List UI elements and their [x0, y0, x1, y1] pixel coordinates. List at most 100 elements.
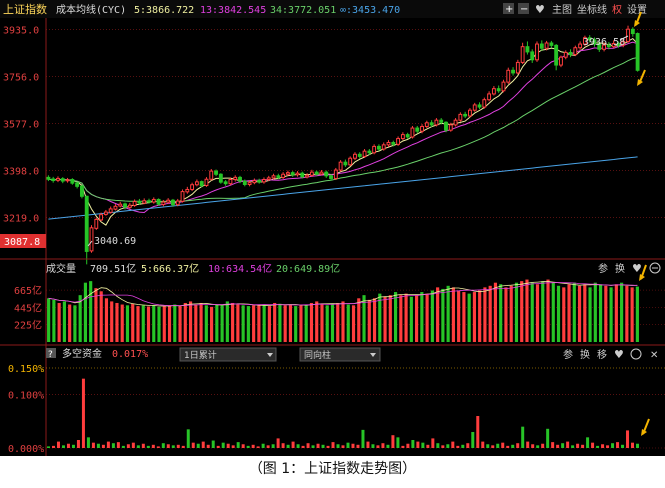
volume-bar	[478, 290, 482, 342]
candle-body	[573, 47, 578, 56]
volume-bar	[294, 306, 298, 342]
volume-bar	[346, 304, 350, 342]
fund-bar	[451, 441, 455, 448]
fund-bar	[76, 440, 80, 448]
volume-bar	[472, 292, 476, 342]
coord-line-button[interactable]: 坐标线	[577, 3, 607, 16]
fund-bar	[546, 428, 550, 448]
volume-ma20: 20:649.89亿	[276, 262, 340, 275]
zoom-in-button[interactable]	[503, 3, 514, 14]
fund-move-button[interactable]: 移	[597, 348, 607, 361]
fund-bar	[431, 438, 435, 448]
candle-body	[94, 218, 99, 229]
fund-bar	[326, 445, 330, 448]
candle-body	[65, 179, 70, 182]
candle-body	[175, 200, 180, 206]
volume-bar	[267, 306, 271, 342]
fund-bar	[606, 445, 610, 448]
bar-mode-select[interactable]	[299, 347, 381, 362]
candle-body	[108, 208, 113, 213]
zoom-icon[interactable]	[630, 348, 642, 360]
candle-body	[132, 201, 137, 206]
candle-body	[305, 174, 310, 178]
volume-bar	[89, 281, 93, 342]
fund-bar	[476, 416, 480, 448]
volume-bar	[430, 290, 434, 342]
fund-bar	[366, 441, 370, 448]
volume-bar	[83, 282, 88, 342]
fund-bar	[176, 444, 180, 448]
candle-body	[348, 157, 353, 166]
candle-body	[276, 175, 281, 178]
fund-bar	[556, 444, 560, 448]
candle-body	[353, 153, 357, 159]
volume-bar	[246, 306, 250, 342]
fund-bar	[616, 442, 620, 448]
close-icon[interactable]: ✕	[650, 350, 658, 361]
candle-body	[559, 56, 563, 66]
fund-bar	[571, 445, 575, 448]
volume-bar	[546, 279, 550, 342]
fund-bar	[601, 444, 605, 448]
fund-param-button[interactable]: 参	[563, 348, 573, 361]
fund-bar	[331, 442, 335, 448]
volume-bar	[188, 301, 193, 342]
candle-body	[501, 81, 506, 92]
fund-bar	[171, 445, 175, 448]
fund-bar	[116, 442, 120, 448]
candle-body	[223, 181, 228, 185]
heart-icon[interactable]: ♥	[632, 262, 642, 275]
volume-bar	[288, 304, 293, 342]
fund-bar	[126, 444, 130, 448]
fund-bar	[241, 444, 245, 448]
arrow-icon	[637, 69, 646, 86]
volume-axis: 665亿 445亿 225亿	[14, 284, 665, 331]
volume-bar	[399, 295, 403, 342]
fund-bar	[491, 445, 495, 448]
volume-bar	[94, 288, 98, 342]
fund-switch-button[interactable]: 换	[580, 348, 590, 361]
fund-bar	[306, 443, 310, 448]
volume-param-button[interactable]: 参	[598, 262, 608, 275]
candle-body	[319, 171, 324, 175]
fund-bar	[296, 444, 300, 448]
volume-bar	[194, 304, 198, 342]
volume-bar	[393, 292, 398, 342]
candle-body	[194, 181, 199, 186]
fund-bar	[496, 443, 500, 448]
fund-bar	[146, 445, 150, 448]
volume-bar	[457, 290, 461, 342]
volume-value: 709.51亿	[90, 262, 136, 275]
zoom-icon[interactable]	[649, 262, 661, 274]
candle-body	[602, 44, 607, 50]
fund-bar	[301, 445, 305, 448]
fund-bar	[251, 444, 255, 448]
volume-bar	[514, 282, 519, 342]
main-chart-button[interactable]: 主图	[552, 4, 572, 16]
fund-bar	[96, 443, 100, 448]
zoom-out-button[interactable]	[518, 3, 529, 14]
accumulate-select[interactable]	[179, 347, 277, 362]
rights-button[interactable]: 权	[612, 3, 622, 16]
volume-bar	[530, 282, 534, 342]
fund-bar	[346, 442, 350, 448]
candle-body	[357, 153, 362, 157]
volume-bar	[630, 287, 634, 342]
low-annotation: 3040.69	[94, 236, 136, 247]
candle-body	[228, 178, 233, 185]
fund-bar	[91, 442, 95, 448]
volume-bar	[588, 287, 592, 342]
candle-body	[238, 176, 242, 182]
volume-bar	[131, 303, 135, 342]
volume-bar	[162, 306, 166, 342]
settings-button[interactable]: 设置	[627, 4, 647, 16]
volume-bar	[425, 293, 429, 342]
heart-icon[interactable]: ♥	[535, 3, 545, 16]
volume-switch-button[interactable]: 换	[615, 262, 625, 275]
heart-icon[interactable]: ♥	[614, 348, 624, 361]
candle-body	[281, 173, 286, 178]
help-button[interactable]	[46, 348, 56, 358]
arrow-icon	[639, 264, 647, 281]
candle-body	[218, 173, 223, 183]
fund-bar	[486, 444, 490, 448]
